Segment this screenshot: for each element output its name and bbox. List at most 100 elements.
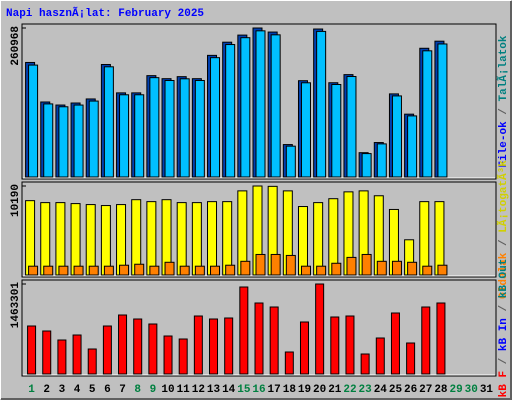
bar (391, 95, 402, 178)
bar (103, 265, 114, 276)
bar (102, 325, 112, 375)
bar (134, 263, 145, 276)
x-tick-label: 4 (74, 384, 81, 396)
bar (299, 321, 309, 375)
bar (419, 201, 430, 276)
x-tick-label: 9 (150, 384, 157, 396)
bar (422, 50, 433, 178)
x-tick-label: 29 (449, 384, 462, 396)
bar (376, 260, 387, 276)
bar (103, 66, 114, 178)
bar (193, 315, 203, 375)
bar (58, 106, 69, 178)
x-tick-label: 14 (222, 384, 236, 396)
bar (179, 78, 190, 178)
bar (70, 203, 81, 276)
bar (176, 202, 187, 276)
bar (346, 76, 357, 178)
bar (255, 253, 266, 276)
x-tick-label: 1 (28, 384, 35, 396)
bar (88, 265, 99, 276)
bar (331, 262, 342, 276)
right-label-part: kB F (498, 371, 510, 397)
bar (375, 337, 385, 375)
bar (85, 204, 96, 276)
bar (116, 204, 127, 276)
bar (239, 286, 249, 375)
bar (269, 306, 279, 375)
bar (87, 348, 97, 375)
bar (270, 34, 281, 178)
bar (254, 302, 264, 375)
x-tick-label: 26 (404, 384, 417, 396)
bar (134, 94, 145, 178)
right-label-part: LÃ¡togatÃ³k (496, 160, 510, 233)
bar (225, 264, 236, 276)
chart-title: Napi hasznÃ¡lat: February 2025 (6, 6, 204, 20)
bar (285, 254, 296, 276)
x-tick-label: 6 (104, 384, 111, 396)
right-label-part: TalÃ¡latok (496, 35, 510, 101)
bar (73, 265, 84, 276)
bar (210, 57, 221, 178)
bar (191, 202, 202, 276)
bar (149, 265, 160, 276)
bar (164, 80, 175, 178)
bar (346, 256, 357, 276)
bar (345, 315, 355, 375)
bar (131, 199, 142, 276)
x-tick-label: 28 (434, 384, 448, 396)
x-tick-label: 30 (465, 384, 478, 396)
x-tick-label: 24 (374, 384, 388, 396)
bar (300, 265, 311, 276)
bar (148, 323, 158, 375)
bar (270, 253, 281, 276)
bar (209, 318, 219, 375)
bar (407, 261, 418, 276)
bar (58, 265, 69, 276)
x-tick-label: 19 (298, 384, 311, 396)
x-tick-label: 5 (89, 384, 96, 396)
bar (163, 335, 173, 375)
bar (25, 200, 36, 276)
bar (207, 201, 218, 276)
bar (72, 334, 82, 375)
bar (119, 94, 130, 178)
bar (73, 104, 84, 178)
bar (255, 30, 266, 178)
right-label-part: / (498, 351, 510, 371)
x-tick-label: 8 (134, 384, 141, 396)
bar (224, 317, 234, 375)
right-label: File-ok / TalÃ¡latok (496, 35, 510, 167)
bar (43, 103, 54, 178)
bar (42, 330, 52, 375)
x-tick-label: 16 (252, 384, 265, 396)
x-tick-label: 20 (313, 384, 326, 396)
bar (194, 80, 205, 178)
bar (178, 338, 188, 375)
bar (179, 265, 190, 276)
x-tick-label: 23 (359, 384, 373, 396)
bar (300, 82, 311, 178)
bar (313, 202, 324, 276)
x-tick-label: 12 (192, 384, 205, 396)
bar (100, 205, 111, 276)
bar (210, 265, 221, 276)
bar (133, 318, 143, 375)
bar (316, 265, 327, 276)
bar (316, 30, 327, 178)
bar (88, 100, 99, 178)
right-label-part: File-ok (498, 121, 510, 168)
bar (422, 265, 433, 276)
bar (28, 265, 39, 276)
bar (407, 115, 418, 178)
bar (222, 201, 233, 276)
bar (118, 314, 128, 375)
bar (315, 283, 325, 375)
right-label-part: Oldalak (498, 252, 510, 299)
right-label-part: / (498, 233, 510, 253)
y-tick-label: 10190 (10, 184, 22, 217)
